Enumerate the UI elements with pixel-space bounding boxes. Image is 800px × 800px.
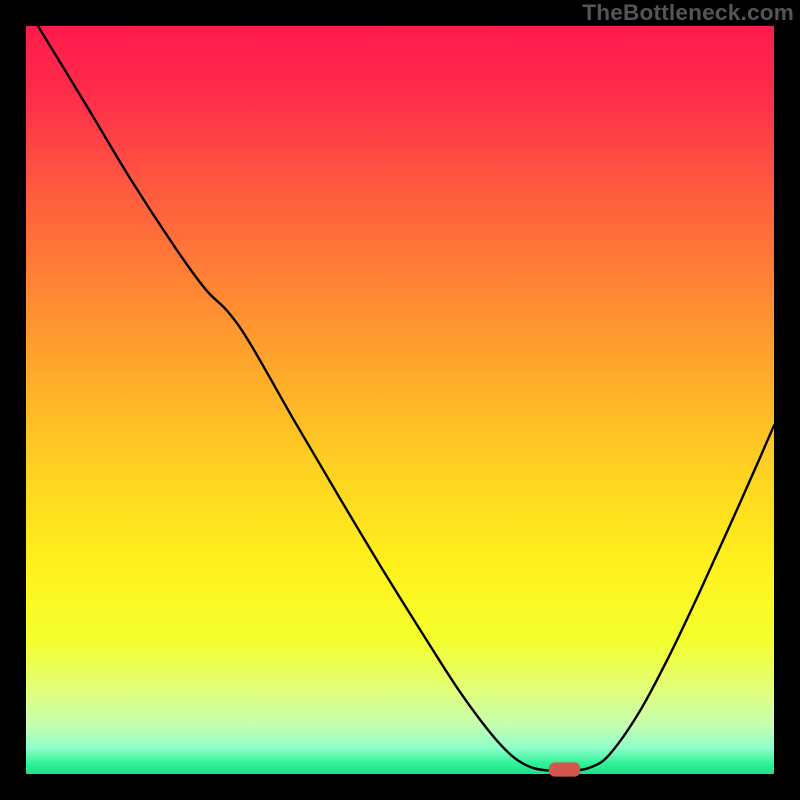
plot-area [26,26,774,774]
chart-canvas: TheBottleneck.com [0,0,800,800]
bottleneck-chart-svg [0,0,800,800]
watermark-text: TheBottleneck.com [582,0,794,26]
optimal-marker [549,762,580,776]
